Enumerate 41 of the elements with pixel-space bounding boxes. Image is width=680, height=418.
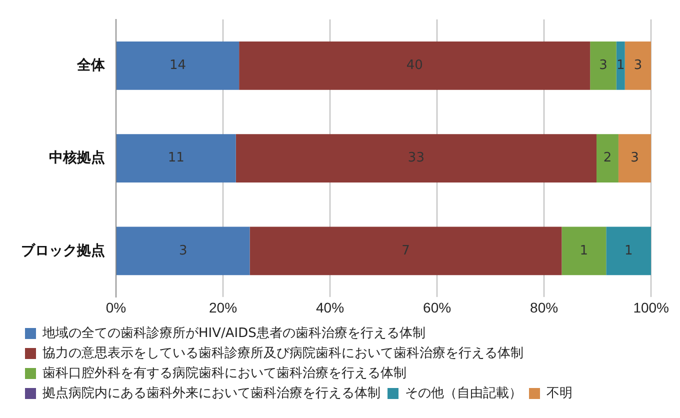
bar xyxy=(116,226,250,276)
bar xyxy=(116,42,240,90)
legend-label: 拠点病院内にある歯科外来において歯科治療を行える体制 xyxy=(42,386,380,401)
x-tick-label: 100% xyxy=(633,299,670,316)
annotation: 11 xyxy=(168,150,184,166)
bar xyxy=(590,42,616,90)
annotation: 7 xyxy=(402,243,410,258)
legend-label: その他（自由記載） xyxy=(405,386,522,401)
bar xyxy=(624,42,652,90)
annotation: 3 xyxy=(599,58,608,74)
annotation: 1 xyxy=(580,243,588,258)
bar xyxy=(618,134,652,182)
bar xyxy=(562,226,606,276)
annotation: 14 xyxy=(170,58,186,74)
annotation: 3 xyxy=(630,150,639,166)
bar xyxy=(616,42,625,90)
legend-label: 地域の全ての歯科診療所がHIV/AIDS患者の歯科治療を行える体制 xyxy=(42,326,426,341)
bar xyxy=(239,42,590,90)
x-tick-label: 20% xyxy=(209,299,238,316)
annotation: 1 xyxy=(624,243,633,258)
legend-label: 協力の意思表示をしている歯科診療所及び病院歯科において歯科治療を行える体制 xyxy=(42,346,524,361)
annotation: 3 xyxy=(634,58,642,74)
annotation: 40 xyxy=(406,58,423,74)
annotation: 3 xyxy=(178,243,188,258)
y-tick-label: ブロック拠点 xyxy=(21,242,105,258)
legend-label: 不明 xyxy=(546,386,572,401)
x-tick-label: 60% xyxy=(423,299,452,316)
annotation: 2 xyxy=(603,150,612,166)
annotation: 33 xyxy=(408,150,424,166)
x-tick-label: 0% xyxy=(106,299,126,316)
bar xyxy=(606,226,652,276)
legend-label: 歯科口腔外科を有する病院歯科において歯科治療を行える体制 xyxy=(42,366,406,381)
bar xyxy=(596,134,618,182)
y-tick-label: 中核拠点 xyxy=(49,149,105,166)
annotation: 1 xyxy=(616,58,625,74)
x-tick-label: 40% xyxy=(316,299,344,316)
x-tick-label: 80% xyxy=(530,299,558,316)
bar xyxy=(116,134,236,182)
y-tick-label: 全体 xyxy=(76,56,106,73)
bar xyxy=(236,134,597,182)
bar xyxy=(250,226,562,276)
